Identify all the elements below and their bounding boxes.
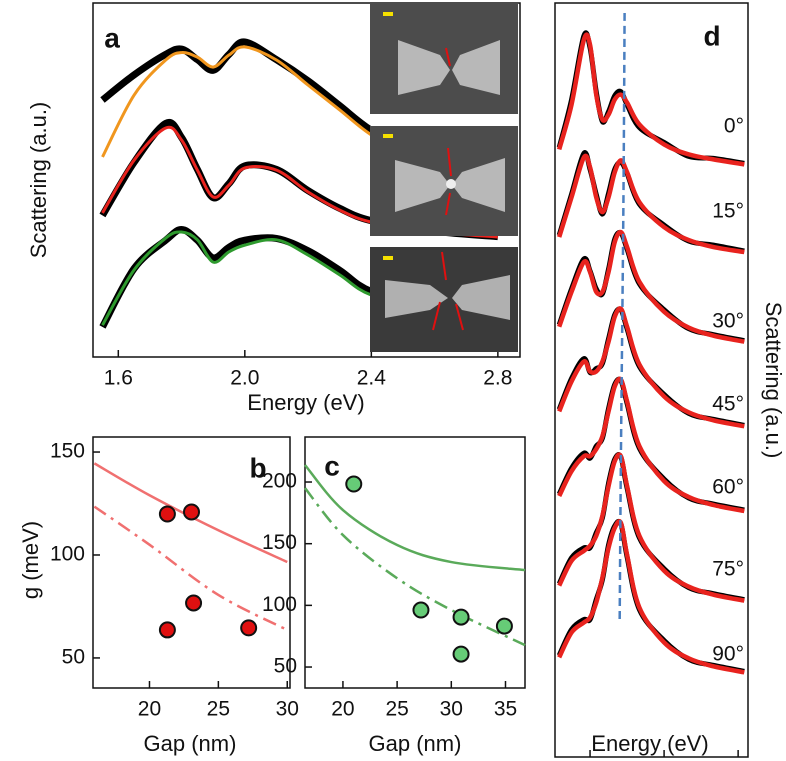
data-point [412,601,430,619]
x-tick-label: 20 [331,698,354,721]
y-axis-label: g (meV) [18,521,43,599]
panel-label: c [324,450,340,481]
axes-frame [554,2,749,758]
inset-image [370,126,518,236]
y-axis-label: Scattering (a.u.) [761,302,786,459]
angle-label: 60° [712,476,744,499]
fit-line [557,229,745,344]
x-axis-label: Gap (nm) [369,731,462,756]
angle-label: 75° [712,558,744,581]
fit-line [304,487,526,647]
y-tick-label: 100 [262,593,297,616]
x-tick-label: 30 [440,698,463,721]
fit-line [557,518,745,675]
data-point [495,617,513,635]
x-axis-label: Gap (nm) [144,731,237,756]
inset-image [370,247,518,352]
x-tick-label: 30 [276,698,299,721]
fit-line [618,12,626,623]
axes-frame [304,436,526,689]
fit-line [557,153,745,255]
panel-label: b [249,452,266,483]
data-point [345,475,363,493]
data-point [158,621,176,639]
x-tick-label: 1.6 [104,367,133,390]
y-tick-label: 50 [274,655,297,678]
x-axis-label: Energy (eV) [591,731,708,756]
data-point [185,594,203,612]
x-tick-label: 20 [138,698,161,721]
x-tick-label: 25 [385,698,408,721]
angle-label: 30° [712,310,744,333]
fit-line [304,464,526,572]
x-tick-label: 25 [207,698,230,721]
y-axis-label: Scattering (a.u.) [26,102,51,259]
data-point [452,608,470,626]
y-tick-label: 150 [50,440,85,463]
data-trace [556,30,745,166]
angle-label: 45° [712,393,744,416]
angle-label: 0° [724,115,744,138]
insets [370,4,518,352]
fit-line [557,32,745,167]
axes-frame [92,2,521,358]
x-tick-label: 2.0 [230,367,259,390]
x-tick-label: 2.4 [357,367,387,390]
x-tick-label: 2.8 [483,367,512,390]
x-axis-label: Energy (eV) [247,390,364,415]
fit-line [557,306,745,429]
data-point [183,503,200,521]
fit-line [557,376,745,514]
y-tick-label: 100 [50,543,85,566]
inset-image [370,4,518,114]
x-tick-label: 35 [494,698,517,721]
fit-line [93,505,288,632]
y-tick-label: 200 [262,470,297,493]
fit-line [557,452,745,603]
data-point [452,645,470,663]
y-tick-label: 50 [62,645,85,668]
data-point [158,505,176,523]
y-tick-label: 150 [262,531,297,554]
panel-label: d [703,20,720,51]
axes-frame [92,436,291,689]
angle-label: 15° [712,200,744,223]
data-point [240,619,258,637]
plots: 1.6 2.0 2.4 2.8 a Energy (eV) Scattering (a.u.… [18,2,786,758]
panel-label: a [104,22,120,53]
angle-label: 90° [712,643,744,666]
